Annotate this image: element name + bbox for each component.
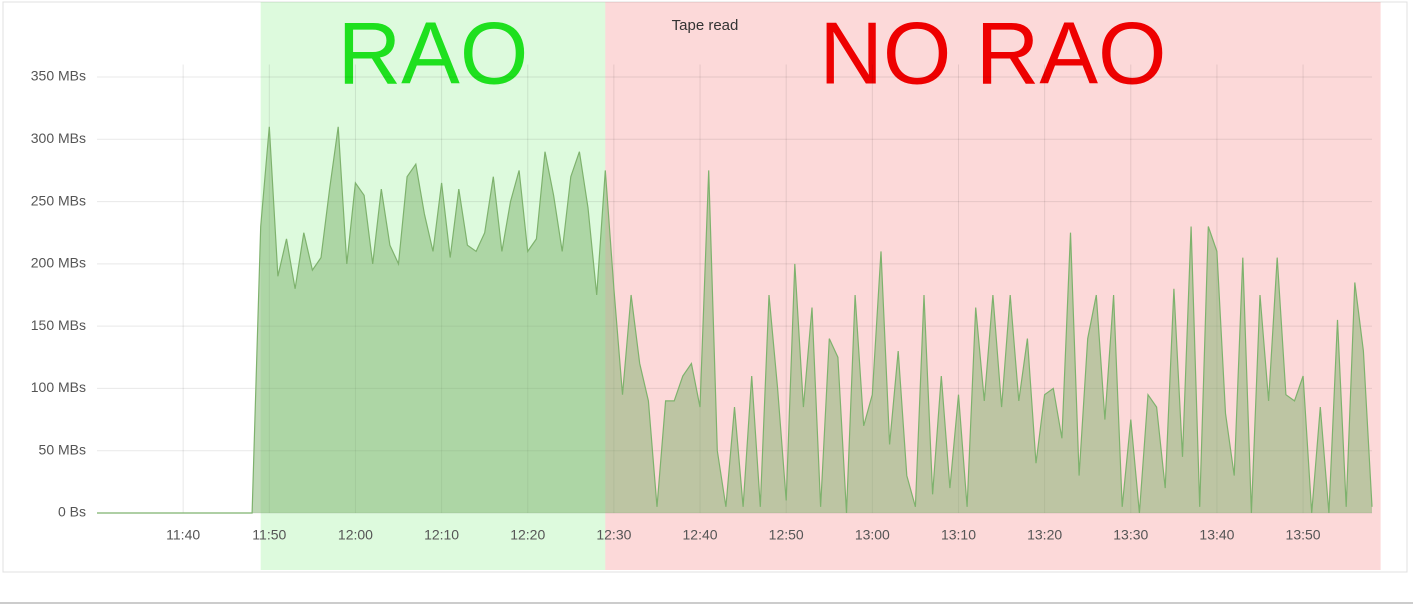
x-tick-label: 13:00 <box>855 527 890 543</box>
x-tick-label: 12:30 <box>596 527 631 543</box>
x-tick-label: 13:40 <box>1199 527 1234 543</box>
y-tick-label: 50 MBs <box>39 441 86 457</box>
y-tick-label: 150 MBs <box>31 317 86 333</box>
area <box>97 126 1372 514</box>
x-tick-label: 11:50 <box>252 527 286 543</box>
y-tick-label: 200 MBs <box>31 255 86 271</box>
x-tick-label: 12:10 <box>424 527 459 543</box>
region-label: RAO <box>338 3 529 102</box>
plot <box>97 126 1373 514</box>
x-tick-label: 13:10 <box>941 527 976 543</box>
chart-title: Tape read <box>672 17 739 34</box>
x-tick-label: 12:40 <box>683 527 718 543</box>
x-tick-label: 12:20 <box>510 527 545 543</box>
x-tick-label: 13:30 <box>1113 527 1148 543</box>
x-tick-label: 12:00 <box>338 527 373 543</box>
x-tick-label: 11:40 <box>166 527 200 543</box>
x-tick-label: 12:50 <box>769 527 804 543</box>
y-tick-label: 250 MBs <box>31 192 86 208</box>
y-tick-label: 300 MBs <box>31 130 86 146</box>
x-tick-label: 13:50 <box>1286 527 1321 543</box>
y-tick-label: 0 Bs <box>58 504 86 520</box>
line <box>97 126 1373 514</box>
y-tick-label: 100 MBs <box>31 379 86 395</box>
region-label: NO RAO <box>819 3 1166 102</box>
y-tick-label: 350 MBs <box>31 68 86 84</box>
x-tick-label: 13:20 <box>1027 527 1062 543</box>
